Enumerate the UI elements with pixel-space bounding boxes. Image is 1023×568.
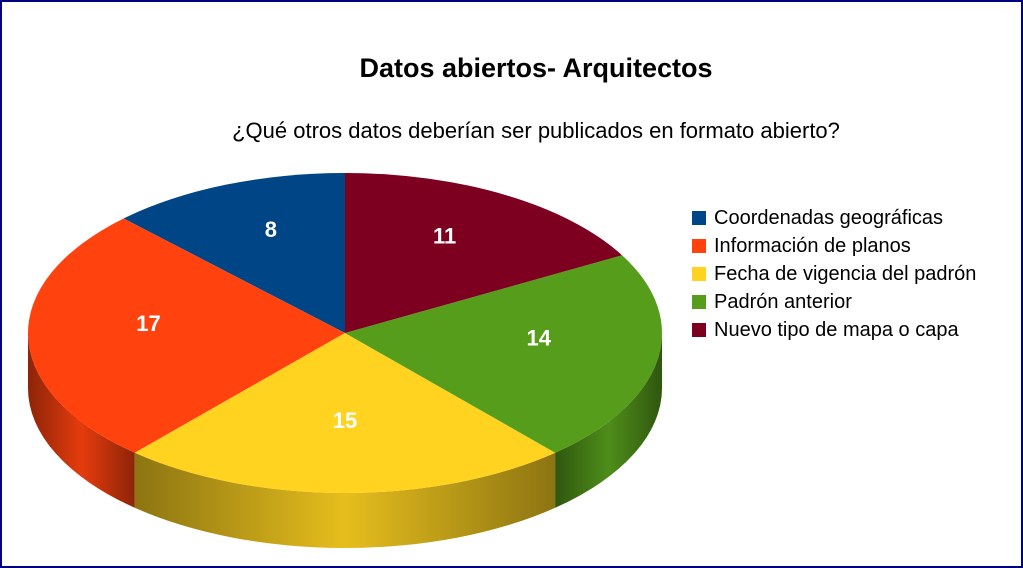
legend-label: Nuevo tipo de mapa o capa	[714, 319, 959, 341]
value-label: 11	[433, 223, 456, 248]
legend-item: Fecha de vigencia del padrón	[692, 263, 1022, 285]
slice	[345, 255, 662, 453]
legend-item: Información de planos	[692, 235, 1022, 257]
legend-item: Padrón anterior	[692, 291, 1022, 313]
legend-swatch	[692, 267, 706, 281]
slice	[27, 218, 346, 453]
chart-title: Datos abiertos- Arquitectos	[359, 53, 712, 83]
legend-item: Coordenadas geográficas	[692, 207, 1022, 229]
legend-swatch	[692, 295, 706, 309]
slice-side-shade	[555, 333, 662, 508]
legend-label: Información de planos	[714, 235, 911, 257]
slice-side-shade	[28, 333, 135, 508]
legend-label: Padrón anterior	[714, 291, 852, 313]
legend-label: Coordenadas geográficas	[714, 207, 944, 229]
pie: 8 17 15 14 11	[27, 173, 662, 548]
legend: Coordenadas geográficas Información de pl…	[692, 207, 1022, 347]
legend-item: Nuevo tipo de mapa o capa	[692, 319, 1022, 341]
value-label: 17	[136, 311, 160, 336]
slice-side-shade	[134, 452, 556, 548]
slice	[134, 333, 556, 493]
legend-label: Fecha de vigencia del padrón	[714, 263, 977, 285]
value-label: 15	[333, 408, 357, 433]
value-label: 8	[265, 217, 277, 242]
legend-swatch	[692, 239, 706, 253]
chart-subtitle: ¿Qué otros datos deberían ser publicados…	[232, 118, 840, 143]
slice	[123, 173, 345, 333]
legend-swatch	[692, 323, 706, 337]
slice	[345, 173, 623, 333]
legend-swatch	[692, 211, 706, 225]
value-label: 14	[526, 326, 551, 351]
